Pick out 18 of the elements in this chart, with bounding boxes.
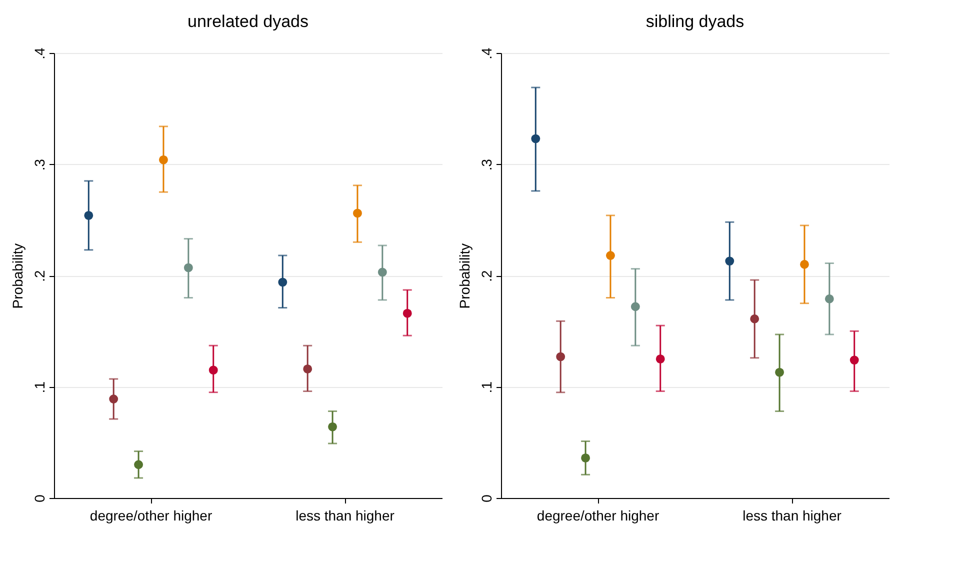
y-tick-label: .4 — [478, 47, 494, 60]
y-tick-label: 0 — [478, 494, 494, 502]
y-tick-label: .1 — [32, 381, 48, 394]
y-tick-label: .3 — [478, 158, 494, 171]
x-tick-label: less than higher — [296, 508, 395, 524]
y-tick-label: .4 — [32, 47, 48, 60]
y-tick-label: .3 — [32, 158, 48, 171]
y-tick-label: .1 — [478, 381, 494, 394]
chart-title: sibling dyads — [646, 12, 744, 32]
y-tick-label: .2 — [478, 270, 494, 282]
y-tick-label: .2 — [32, 270, 48, 282]
y-tick-label: 0 — [32, 494, 48, 502]
x-tick-label: less than higher — [742, 508, 842, 524]
x-tick-label: degree/other higher — [90, 508, 212, 524]
y-axis-title: Probability — [10, 243, 26, 309]
x-tick-label: degree/other higher — [536, 508, 660, 524]
chart-title: unrelated dyads — [188, 12, 308, 32]
y-axis-title: Probability — [456, 243, 472, 309]
